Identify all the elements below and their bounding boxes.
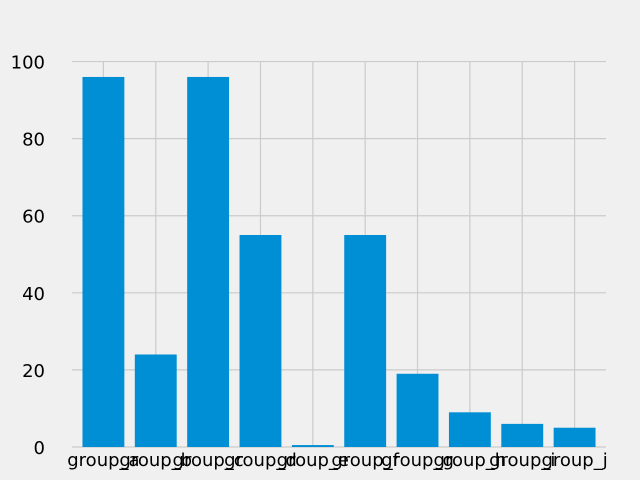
y-tick-label: 0 (34, 438, 45, 459)
bar-group_g (396, 373, 439, 447)
x-tick-label: group_f (331, 450, 399, 471)
x-tick-label: group_j (541, 450, 607, 471)
bar-group_i (501, 423, 544, 447)
bar-group_j (553, 427, 596, 447)
bars (82, 76, 596, 448)
y-tick-labels: 0 20 40 60 80 100 (11, 53, 45, 459)
x-tick-label: group_g (381, 450, 454, 471)
x-tick-label: group_b (119, 450, 192, 471)
bar-group_e (291, 445, 334, 447)
bar-group_b (134, 354, 177, 447)
bar-group_h (448, 412, 491, 447)
x-tick-label: group_i (489, 450, 555, 471)
x-tick-label: group_d (224, 450, 297, 471)
bar-group_f (344, 235, 387, 447)
y-tick-label: 100 (11, 53, 45, 74)
bar-group_a (82, 76, 125, 448)
x-tick-label: group_h (434, 450, 507, 471)
x-tick-label: group_e (277, 450, 349, 471)
y-tick-label: 20 (22, 361, 45, 382)
x-tick-label: group_c (173, 450, 244, 471)
y-tick-label: 40 (22, 284, 45, 305)
y-tick-label: 80 (22, 130, 45, 151)
x-tick-labels: group_agroup_bgroup_cgroup_dgroup_egroup… (67, 450, 607, 471)
y-tick-label: 60 (22, 207, 45, 228)
bar-group_c (187, 76, 230, 448)
x-tick-label: group_a (67, 450, 139, 471)
bar-group_d (239, 235, 282, 447)
